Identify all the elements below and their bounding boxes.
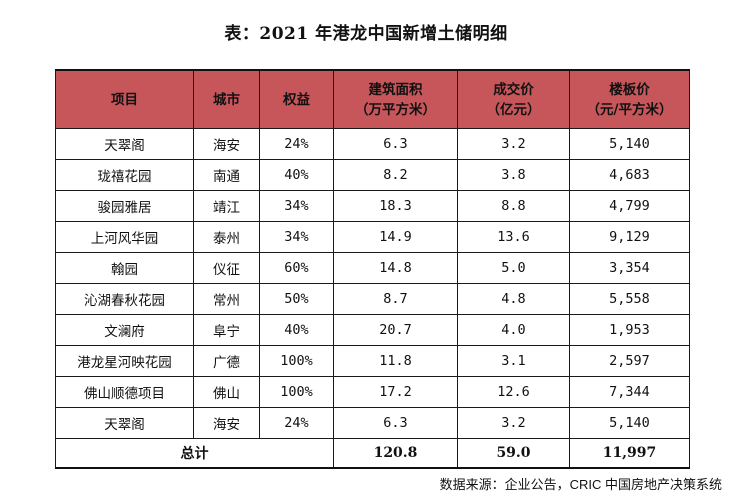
- table-row: 沁湖春秋花园 常州 50% 8.7 4.8 5,558: [55, 283, 690, 315]
- cell-city: 海安: [193, 128, 260, 160]
- cell-floor-area: 20.7: [333, 314, 458, 346]
- cell-floor-area: 14.8: [333, 252, 458, 284]
- cell-deal-price: 3.2: [457, 128, 570, 160]
- cell-project: 天翠阁: [55, 128, 194, 160]
- table-row: 文澜府 阜宁 40% 20.7 4.0 1,953: [55, 314, 690, 346]
- cell-city: 常州: [193, 283, 260, 315]
- cell-floor-price: 5,140: [569, 407, 690, 439]
- cell-floor-area: 11.8: [333, 345, 458, 377]
- cell-equity: 24%: [259, 407, 334, 439]
- cell-deal-price: 3.1: [457, 345, 570, 377]
- cell-floor-price: 5,140: [569, 128, 690, 160]
- cell-floor-area: 6.3: [333, 128, 458, 160]
- cell-floor-area: 18.3: [333, 190, 458, 222]
- data-source-note: 数据来源：企业公告，CRIC 中国房地产决策系统: [439, 477, 722, 492]
- table-row: 骏园雅居 靖江 34% 18.3 8.8 4,799: [55, 190, 690, 222]
- cell-floor-price: 2,597: [569, 345, 690, 377]
- cell-floor-price: 3,354: [569, 252, 690, 284]
- header-deal-price: 成交价 （亿元）: [457, 69, 570, 129]
- cell-equity: 40%: [259, 159, 334, 191]
- header-equity: 权益: [259, 69, 334, 129]
- cell-city: 泰州: [193, 221, 260, 253]
- header-project: 项目: [55, 69, 194, 129]
- table-row: 港龙星河映花园 广德 100% 11.8 3.1 2,597: [55, 345, 690, 377]
- cell-deal-price: 8.8: [457, 190, 570, 222]
- cell-equity: 100%: [259, 376, 334, 408]
- cell-floor-area: 17.2: [333, 376, 458, 408]
- cell-equity: 34%: [259, 221, 334, 253]
- total-row: 总计 120.8 59.0 11,997: [55, 438, 690, 469]
- cell-deal-price: 3.8: [457, 159, 570, 191]
- total-deal-price: 59.0: [457, 438, 570, 469]
- total-label: 总计: [55, 438, 334, 469]
- table-row: 翰园 仪征 60% 14.8 5.0 3,354: [55, 252, 690, 284]
- cell-floor-price: 7,344: [569, 376, 690, 408]
- header-floor-area: 建筑面积 （万平方米）: [333, 69, 458, 129]
- cell-floor-area: 8.2: [333, 159, 458, 191]
- table-row: 天翠阁 海安 24% 6.3 3.2 5,140: [55, 407, 690, 439]
- cell-city: 靖江: [193, 190, 260, 222]
- cell-equity: 50%: [259, 283, 334, 315]
- cell-city: 仪征: [193, 252, 260, 284]
- cell-deal-price: 12.6: [457, 376, 570, 408]
- cell-project: 文澜府: [55, 314, 194, 346]
- total-floor-price: 11,997: [569, 438, 690, 469]
- cell-floor-price: 4,799: [569, 190, 690, 222]
- cell-floor-price: 1,953: [569, 314, 690, 346]
- cell-floor-area: 8.7: [333, 283, 458, 315]
- header-city: 城市: [193, 69, 260, 129]
- cell-equity: 24%: [259, 128, 334, 160]
- cell-equity: 60%: [259, 252, 334, 284]
- table-body: 天翠阁 海安 24% 6.3 3.2 5,140 珑禧花园 南通 40% 8.2 3.8 4,683 骏…: [55, 128, 690, 469]
- cell-project: 上河风华园: [55, 221, 194, 253]
- cell-project: 沁湖春秋花园: [55, 283, 194, 315]
- cell-project: 珑禧花园: [55, 159, 194, 191]
- table-row: 上河风华园 泰州 34% 14.9 13.6 9,129: [55, 221, 690, 253]
- cell-project: 港龙星河映花园: [55, 345, 194, 377]
- cell-city: 阜宁: [193, 314, 260, 346]
- table-row: 佛山顺德项目 佛山 100% 17.2 12.6 7,344: [55, 376, 690, 408]
- cell-equity: 100%: [259, 345, 334, 377]
- cell-equity: 34%: [259, 190, 334, 222]
- cell-floor-price: 9,129: [569, 221, 690, 253]
- table-row: 天翠阁 海安 24% 6.3 3.2 5,140: [55, 128, 690, 160]
- cell-deal-price: 4.8: [457, 283, 570, 315]
- cell-deal-price: 13.6: [457, 221, 570, 253]
- cell-city: 海安: [193, 407, 260, 439]
- header-floor-price: 楼板价 （元/平方米）: [569, 69, 690, 129]
- table-row: 珑禧花园 南通 40% 8.2 3.8 4,683: [55, 159, 690, 191]
- cell-floor-price: 4,683: [569, 159, 690, 191]
- cell-equity: 40%: [259, 314, 334, 346]
- cell-project: 天翠阁: [55, 407, 194, 439]
- cell-floor-area: 6.3: [333, 407, 458, 439]
- cell-project: 翰园: [55, 252, 194, 284]
- cell-project: 佛山顺德项目: [55, 376, 194, 408]
- header-row: 项目 城市 权益 建筑面积 （万平方米） 成交价 （亿元） 楼板价 （元/平方米）: [55, 69, 690, 129]
- cell-deal-price: 3.2: [457, 407, 570, 439]
- cell-project: 骏园雅居: [55, 190, 194, 222]
- cell-floor-area: 14.9: [333, 221, 458, 253]
- cell-deal-price: 5.0: [457, 252, 570, 284]
- cell-city: 南通: [193, 159, 260, 191]
- total-floor-area: 120.8: [333, 438, 458, 469]
- cell-deal-price: 4.0: [457, 314, 570, 346]
- cell-city: 佛山: [193, 376, 260, 408]
- land-reserve-table: 项目 城市 权益 建筑面积 （万平方米） 成交价 （亿元） 楼板价 （元/平方米） 天…: [55, 69, 690, 469]
- cell-city: 广德: [193, 345, 260, 377]
- table-title: 表：2021 年港龙中国新增土储明细: [224, 24, 508, 44]
- cell-floor-price: 5,558: [569, 283, 690, 315]
